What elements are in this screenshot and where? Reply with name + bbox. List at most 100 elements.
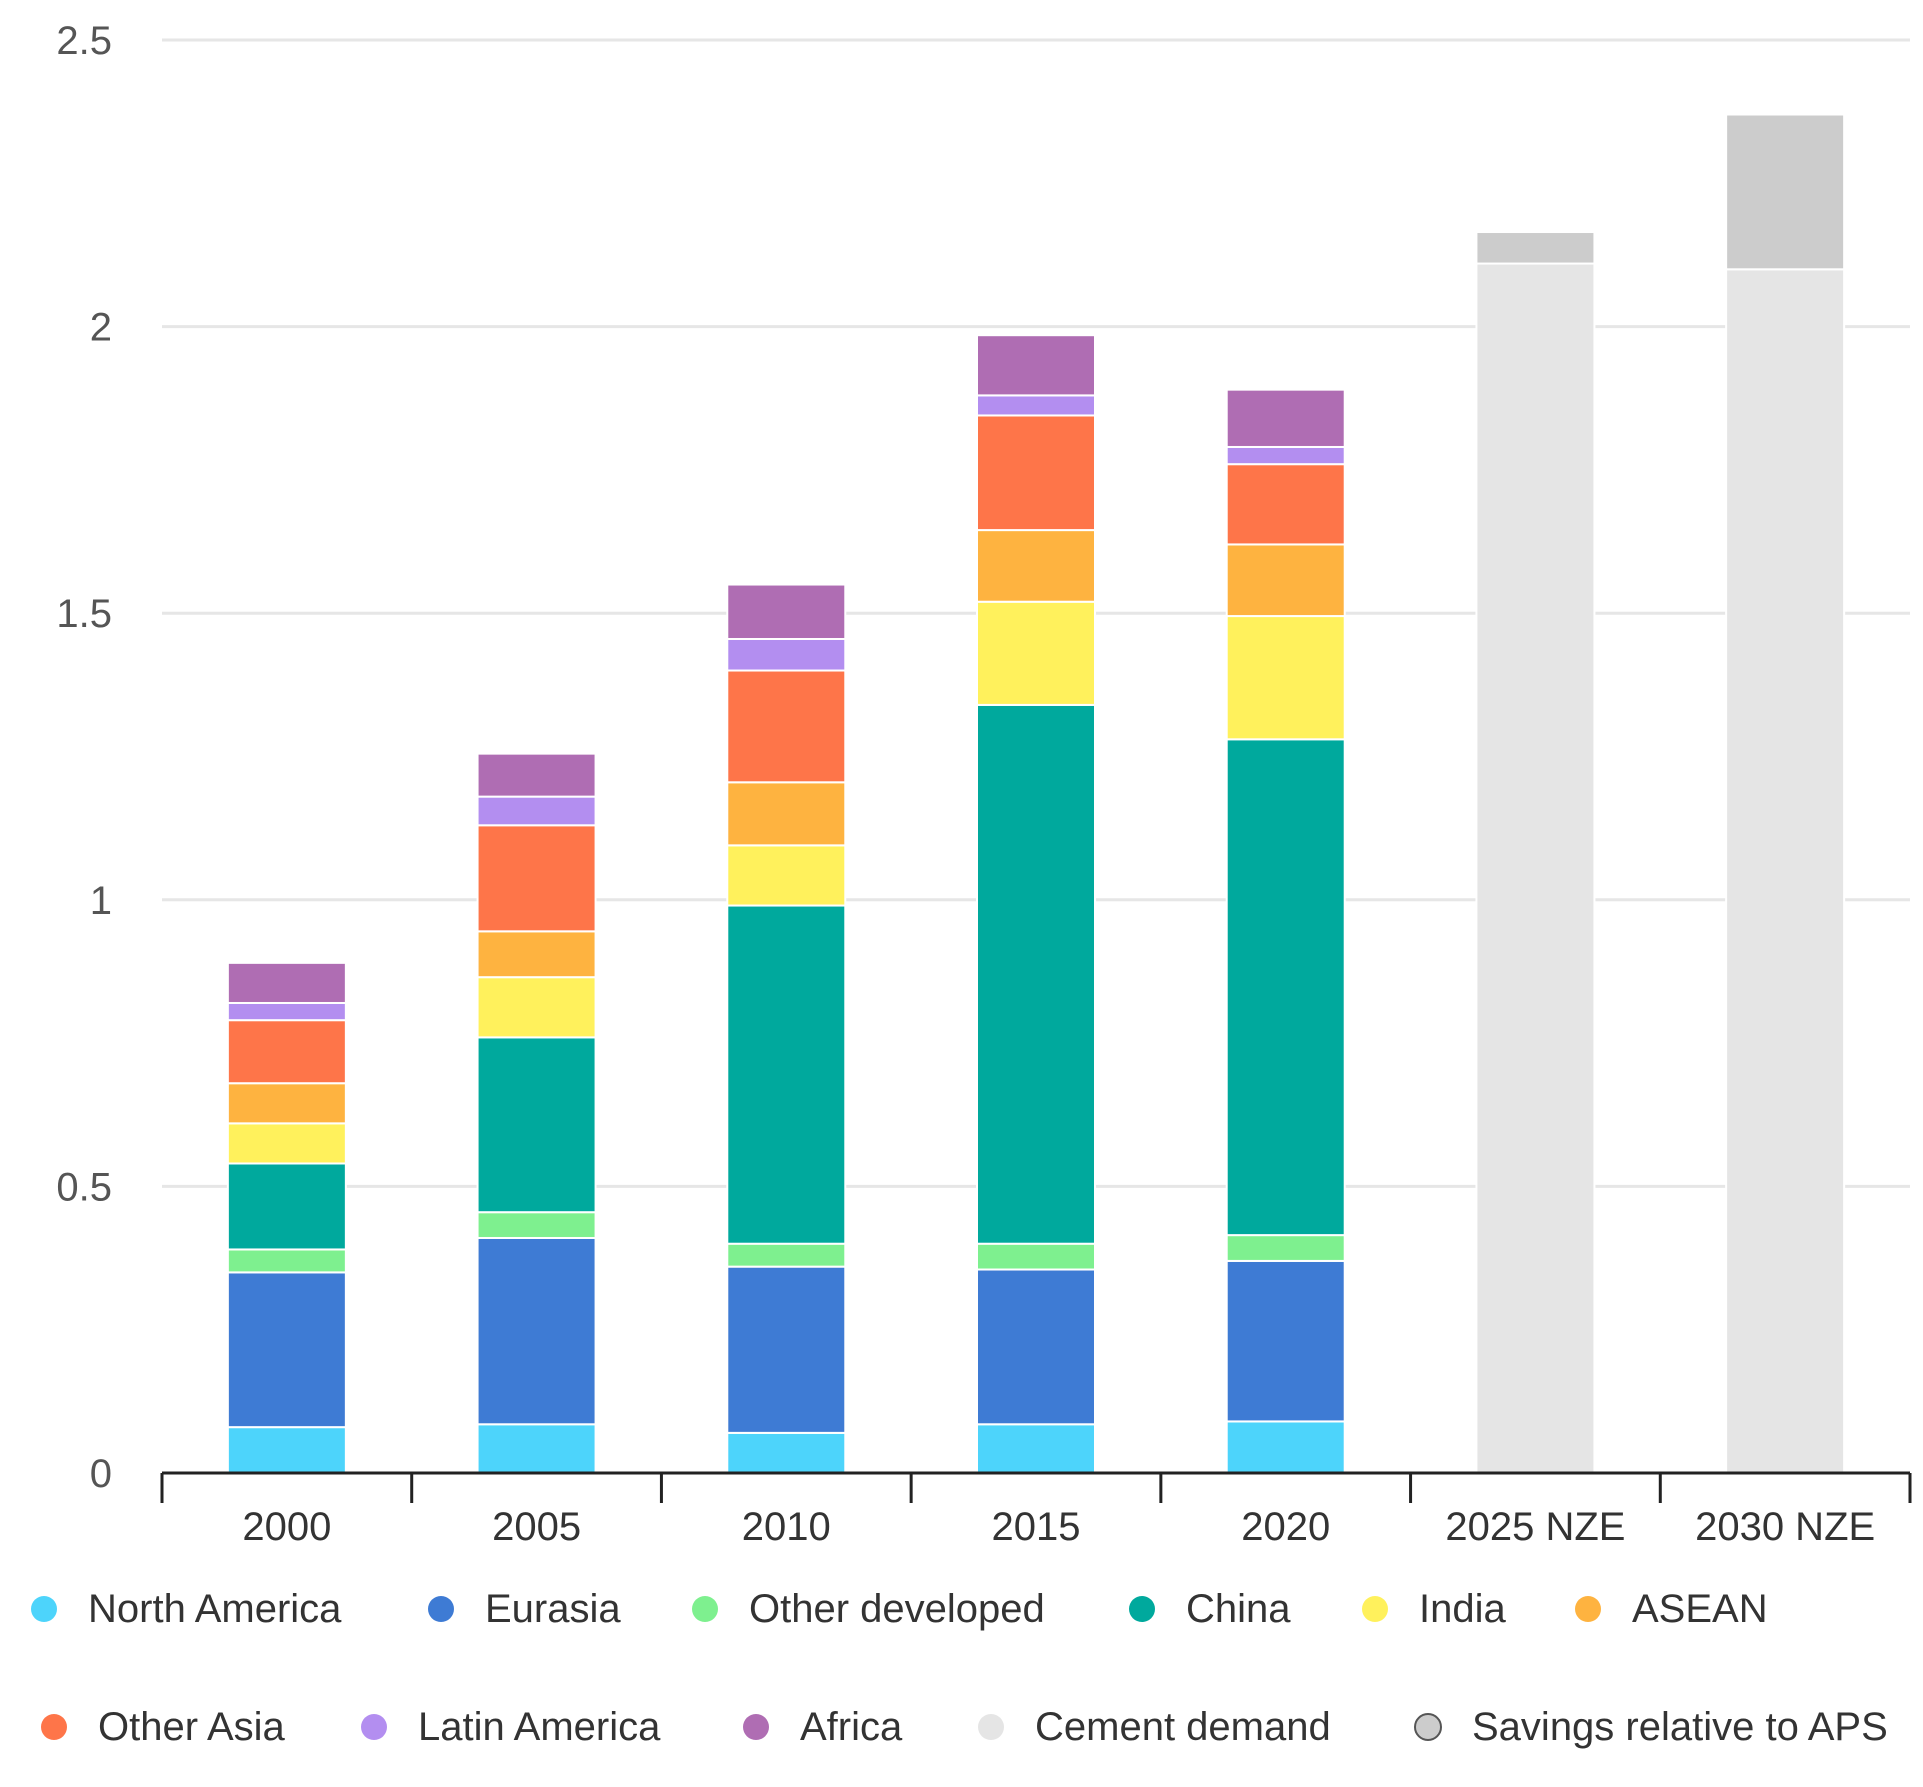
legend-marker [1129,1596,1155,1622]
bar-segment-eurasia [726,1265,847,1434]
bar-2000 [226,961,347,1475]
bar-segment-cement-demand [1725,268,1846,1474]
legend-label: ASEAN [1632,1587,1768,1631]
bar-segment-africa [726,583,847,640]
bar-2030-nze [1725,113,1846,1474]
bar-segment-china [476,1036,597,1214]
legend-marker [1575,1596,1601,1622]
bar-2015 [976,334,1096,1474]
legend-item-other-asia[interactable]: Other Asia [41,1705,286,1749]
x-axis-labels: 2000 2005 2010 2015 2020 2025 NZE 2030 NZE [242,1505,1875,1549]
legend-label: Other developed [749,1587,1045,1631]
bar-segment-asean [1225,543,1346,618]
bar-segment-latin-america [726,637,847,672]
legend-item-north-america[interactable]: North America [31,1587,342,1631]
bar-segment-china [976,703,1096,1245]
bar-segment-eurasia [226,1271,347,1429]
legend-item-eurasia[interactable]: Eurasia [428,1587,621,1631]
bar-segment-latin-america [226,1001,347,1022]
bar-segment-other-asia [226,1019,347,1085]
legend-marker [743,1714,769,1740]
bar-segment-savings-relative-to-aps [1725,113,1846,271]
legend-item-cement-demand[interactable]: Cement demand [978,1705,1331,1749]
legend-label: Eurasia [485,1587,621,1631]
legend-item-africa[interactable]: Africa [743,1705,903,1749]
x-tick-label: 2000 [242,1505,331,1549]
bar-segment-north-america [226,1426,347,1475]
bar-segment-china [726,904,847,1245]
legend-item-other-developed[interactable]: Other developed [692,1587,1045,1631]
bar-2005 [476,752,597,1474]
legend-item-china[interactable]: China [1129,1587,1291,1631]
bars [226,113,1846,1475]
legend-marker [41,1714,67,1740]
bar-segment-latin-america [976,394,1096,417]
bar-segment-other-developed [476,1211,597,1239]
legend-marker [428,1596,454,1622]
legend-label: Other Asia [98,1705,286,1749]
bar-segment-north-america [476,1423,597,1474]
x-tick-label: 2020 [1241,1505,1330,1549]
bar-segment-india [226,1122,347,1165]
bar-segment-asean [476,930,597,979]
bar-segment-other-developed [226,1248,347,1274]
y-tick-label: 0 [90,1452,112,1496]
legend-label: North America [88,1587,342,1631]
bar-segment-cement-demand [1475,262,1596,1475]
x-tick-label: 2015 [992,1505,1081,1549]
bar-segment-north-america [1225,1420,1346,1474]
bar-segment-eurasia [976,1268,1096,1426]
bar-segment-asean [726,781,847,847]
bar-segment-other-asia [1225,463,1346,546]
y-tick-label: 0.5 [56,1165,112,1209]
bar-segment-other-asia [976,414,1096,532]
bar-segment-savings-relative-to-aps [1475,231,1596,265]
bar-segment-other-asia [476,824,597,933]
bar-segment-india [1225,615,1346,741]
bar-segment-north-america [976,1423,1096,1474]
x-tick-label: 2030 NZE [1695,1505,1875,1549]
x-axis [160,1471,1912,1503]
x-tick-label: 2010 [742,1505,831,1549]
legend-item-latin-america[interactable]: Latin America [361,1705,661,1749]
bar-segment-eurasia [1225,1259,1346,1423]
y-tick-label: 1 [90,879,112,923]
legend-marker [1362,1596,1388,1622]
bar-segment-india [476,976,597,1039]
bar-segment-latin-america [476,795,597,827]
legend-marker [31,1596,57,1622]
bar-segment-asean [226,1082,347,1125]
bar-segment-china [226,1162,347,1251]
legend-item-india[interactable]: India [1362,1587,1506,1631]
legend-marker [1414,1713,1442,1741]
legend-label: India [1419,1587,1506,1631]
bar-segment-north-america [726,1431,847,1474]
bar-segment-india [976,600,1096,706]
legend-item-asean[interactable]: ASEAN [1575,1587,1768,1631]
legend-label: Savings relative to APS [1472,1705,1888,1749]
legend-marker [692,1596,718,1622]
bar-segment-other-asia [726,669,847,784]
y-axis-ticks: 0 0.5 1 1.5 2 2.5 [56,19,112,1496]
bar-2010 [726,583,847,1474]
bar-2025-nze [1475,231,1596,1475]
legend-label: Latin America [418,1705,661,1749]
bar-segment-china [1225,738,1346,1237]
bar-segment-africa [476,752,597,798]
y-tick-label: 2 [90,306,112,350]
bar-segment-latin-america [1225,445,1346,466]
x-tick-label: 2025 NZE [1445,1505,1625,1549]
bar-segment-other-developed [1225,1234,1346,1262]
legend-item-savings-relative-to-aps[interactable]: Savings relative to APS [1414,1705,1888,1749]
bar-segment-africa [226,961,347,1004]
bar-segment-eurasia [476,1236,597,1426]
legend-label: Africa [800,1705,903,1749]
legend-label: China [1186,1587,1291,1631]
legend: North America Eurasia Other developed China… [31,1587,1888,1749]
x-tick-label: 2005 [492,1505,581,1549]
bar-segment-africa [976,334,1096,397]
bar-segment-other-developed [976,1242,1096,1271]
bar-2020 [1225,388,1346,1474]
